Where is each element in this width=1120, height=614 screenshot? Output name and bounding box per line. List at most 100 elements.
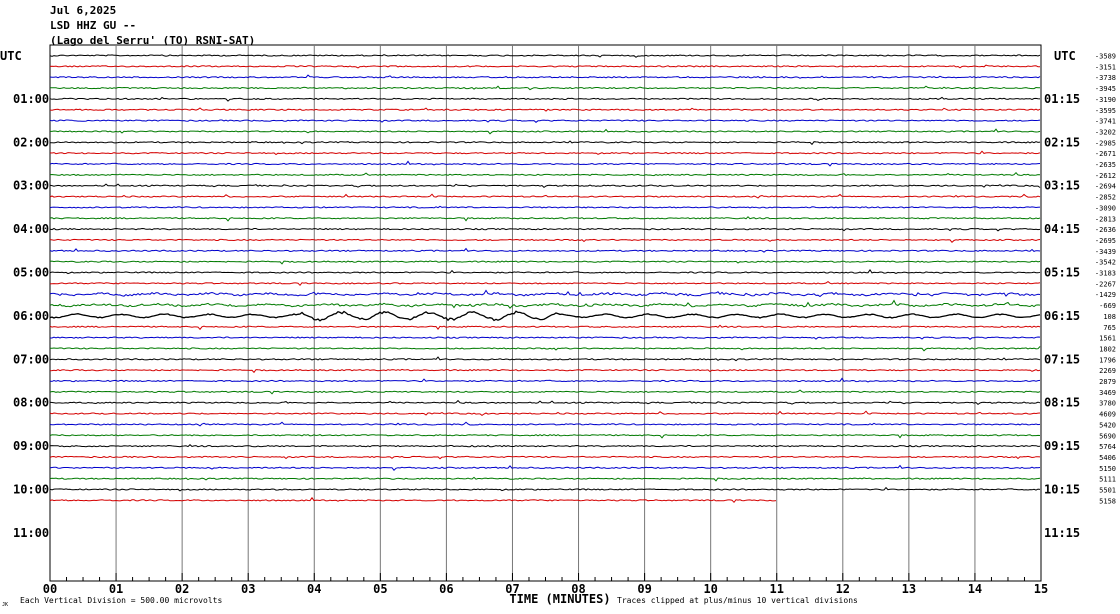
x-tick-label: 08	[571, 582, 585, 596]
trace-offset-label: -2695	[1095, 237, 1116, 245]
trace-offset-label: 3469	[1099, 389, 1116, 397]
right-hour-label: 06:15	[1044, 309, 1080, 323]
trace-line	[49, 205, 1041, 209]
station-location: (Lago del Serru' (TO) RSNI-SAT)	[50, 34, 256, 47]
x-tick-label: 07	[505, 582, 519, 596]
trace-line	[49, 434, 1041, 439]
trace-offset-label: 5420	[1099, 421, 1116, 429]
trace-line	[49, 310, 1041, 322]
x-tick-label: 12	[836, 582, 850, 596]
left-hour-label: 03:00	[13, 179, 49, 193]
left-utc-label: UTC	[0, 49, 22, 63]
right-hour-label: 09:15	[1044, 439, 1080, 453]
x-tick-label: 11	[770, 582, 784, 596]
trace-offset-label: 2269	[1099, 367, 1116, 375]
trace-line	[49, 183, 1041, 189]
trace-offset-label: -1429	[1095, 291, 1116, 299]
station-id: LSD HHZ GU --	[50, 19, 137, 32]
trace-line	[49, 64, 1040, 69]
trace-line	[49, 96, 1041, 102]
trace-offset-label: 1561	[1099, 335, 1116, 343]
trace-offset-label: -2813	[1095, 215, 1116, 223]
trace-offset-label: 5764	[1099, 443, 1116, 451]
left-hour-label: 08:00	[13, 396, 49, 410]
trace-offset-label: -3595	[1095, 107, 1116, 115]
trace-offset-label: 5406	[1099, 454, 1116, 462]
trace-offset-label: -2636	[1095, 226, 1116, 234]
trace-line	[49, 269, 1041, 275]
x-tick-label: 09	[637, 582, 651, 596]
trace-offset-label: -2267	[1095, 280, 1116, 288]
x-tick-label: 14	[968, 582, 982, 596]
trace-offset-label: 1796	[1099, 356, 1116, 364]
trace-offset-label: 4609	[1099, 411, 1116, 419]
trace-line	[49, 280, 1041, 287]
x-tick-label: 03	[241, 582, 255, 596]
trace-line	[49, 140, 1041, 146]
trace-offset-label: 5690	[1099, 432, 1116, 440]
vertical-division-note: Each Vertical Division = 500.00 microvol…	[20, 596, 222, 605]
trace-offset-label: 5111	[1099, 476, 1116, 484]
left-hour-label: 10:00	[13, 483, 49, 497]
trace-line	[49, 260, 1041, 265]
trace-line	[49, 54, 1041, 58]
trace-offset-label: -3741	[1095, 118, 1116, 126]
trace-offset-label: 5150	[1099, 465, 1116, 473]
trace-line	[49, 247, 1041, 253]
trace-line	[49, 476, 1041, 482]
trace-line	[49, 455, 1041, 460]
trace-offset-label: 108	[1103, 313, 1116, 321]
x-tick-label: 01	[109, 582, 123, 596]
trace-offset-label: 765	[1103, 324, 1116, 332]
right-hour-label: 08:15	[1044, 396, 1080, 410]
trace-offset-label: -3202	[1095, 128, 1116, 136]
trace-line	[49, 150, 1041, 156]
x-tick-label: 00	[43, 582, 57, 596]
trace-offset-label: -3151	[1095, 63, 1116, 71]
trace-line	[49, 160, 1041, 167]
trace-offset-label: -3945	[1095, 85, 1116, 93]
trace-line	[49, 227, 1041, 232]
trace-line	[49, 74, 1041, 79]
trace-offset-label: 5158	[1099, 497, 1116, 505]
trace-line	[49, 85, 1040, 91]
trace-offset-label: -3190	[1095, 96, 1116, 104]
trace-line	[49, 368, 1041, 374]
right-hour-label: 02:15	[1044, 135, 1080, 149]
trace-line	[49, 171, 1041, 177]
trace-line	[49, 486, 1041, 492]
left-hour-label: 09:00	[13, 439, 49, 453]
trace-offset-label: 5501	[1099, 487, 1116, 495]
trace-line	[50, 336, 1041, 340]
corner-mark: JK	[2, 602, 8, 608]
trace-line	[49, 410, 1041, 417]
trace-offset-label: -2985	[1095, 139, 1116, 147]
trace-line	[49, 238, 1041, 244]
trace-line	[49, 299, 1041, 309]
trace-line	[50, 128, 1041, 135]
left-hour-label: 11:00	[13, 526, 49, 540]
trace-offset-label: 1802	[1099, 345, 1116, 353]
trace-offset-label: -3183	[1095, 270, 1116, 278]
right-hour-label: 03:15	[1044, 179, 1080, 193]
trace-offset-label: -2852	[1095, 194, 1116, 202]
record-date: Jul 6,2025	[50, 4, 117, 17]
right-hour-label: 07:15	[1044, 352, 1080, 366]
trace-offset-label: -3589	[1095, 53, 1116, 61]
right-hour-label: 04:15	[1044, 222, 1080, 236]
right-hour-label: 05:15	[1044, 266, 1080, 280]
trace-line	[49, 289, 1041, 298]
trace-offset-label: -3090	[1095, 204, 1116, 212]
x-axis-title: TIME (MINUTES)	[509, 592, 610, 606]
right-utc-label: UTC	[1054, 49, 1076, 63]
right-hour-label: 01:15	[1044, 92, 1080, 106]
trace-line	[49, 324, 1041, 331]
trace-offset-label: -2635	[1095, 161, 1116, 169]
trace-line	[50, 346, 1041, 352]
clipping-note: Traces clipped at plus/minus 10 vertical…	[617, 596, 858, 605]
trace-line	[49, 496, 777, 504]
trace-offset-label: -3738	[1095, 74, 1116, 82]
x-tick-label: 15	[1034, 582, 1048, 596]
left-hour-label: 01:00	[13, 92, 49, 106]
trace-line	[49, 399, 1041, 406]
